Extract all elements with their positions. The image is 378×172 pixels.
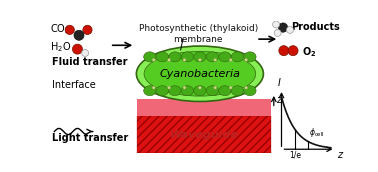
Text: Products: Products (291, 22, 340, 32)
Ellipse shape (82, 50, 88, 56)
Text: Photosynthetic (thylakoid)
membrane: Photosynthetic (thylakoid) membrane (139, 24, 258, 44)
Ellipse shape (144, 86, 156, 96)
Ellipse shape (169, 86, 181, 96)
Ellipse shape (288, 46, 298, 56)
Ellipse shape (245, 58, 248, 61)
Ellipse shape (74, 30, 84, 40)
Ellipse shape (214, 86, 217, 89)
Ellipse shape (144, 52, 156, 62)
Ellipse shape (136, 46, 263, 101)
Ellipse shape (206, 86, 218, 96)
Ellipse shape (274, 29, 281, 36)
Text: Waveguide: Waveguide (170, 130, 239, 140)
Text: I: I (278, 78, 280, 88)
Text: z: z (276, 95, 281, 105)
Ellipse shape (273, 21, 280, 28)
Ellipse shape (83, 25, 92, 35)
Ellipse shape (183, 58, 186, 61)
Ellipse shape (156, 86, 169, 96)
Ellipse shape (152, 86, 155, 89)
Ellipse shape (73, 44, 82, 54)
Text: $\phi_\mathrm{cell}$: $\phi_\mathrm{cell}$ (309, 126, 325, 139)
Text: $\mathregular{H_2O}$: $\mathregular{H_2O}$ (50, 41, 71, 55)
Ellipse shape (214, 58, 217, 61)
Ellipse shape (219, 86, 231, 96)
Ellipse shape (169, 52, 181, 62)
Ellipse shape (231, 86, 243, 96)
Ellipse shape (198, 86, 201, 89)
Text: 1/e: 1/e (290, 151, 301, 160)
Ellipse shape (229, 86, 232, 89)
Ellipse shape (167, 58, 170, 61)
Text: Light transfer: Light transfer (52, 133, 128, 143)
Ellipse shape (279, 23, 288, 32)
Bar (137, 116, 271, 153)
Ellipse shape (156, 52, 169, 62)
Ellipse shape (244, 52, 256, 62)
Ellipse shape (198, 58, 201, 61)
Ellipse shape (181, 52, 194, 62)
Text: Interface: Interface (52, 80, 96, 90)
Text: $\mathregular{O_2}$: $\mathregular{O_2}$ (302, 45, 317, 59)
Polygon shape (137, 99, 271, 116)
Ellipse shape (183, 86, 186, 89)
Text: Fluid transfer: Fluid transfer (52, 57, 127, 67)
Ellipse shape (144, 51, 256, 96)
Text: Cyanobacteria: Cyanobacteria (160, 69, 240, 79)
Ellipse shape (206, 52, 218, 62)
Ellipse shape (65, 25, 74, 35)
Ellipse shape (152, 58, 155, 61)
Ellipse shape (181, 86, 194, 96)
Ellipse shape (229, 58, 232, 61)
Bar (137, 116, 271, 153)
Ellipse shape (194, 52, 206, 62)
Ellipse shape (244, 86, 256, 96)
Ellipse shape (245, 86, 248, 89)
Ellipse shape (194, 86, 206, 96)
Ellipse shape (219, 52, 231, 62)
Text: $\mathregular{CO_2}$: $\mathregular{CO_2}$ (50, 22, 70, 36)
Ellipse shape (279, 46, 289, 56)
Ellipse shape (231, 52, 243, 62)
Ellipse shape (287, 26, 293, 33)
Text: z: z (337, 150, 342, 160)
Ellipse shape (167, 86, 170, 89)
